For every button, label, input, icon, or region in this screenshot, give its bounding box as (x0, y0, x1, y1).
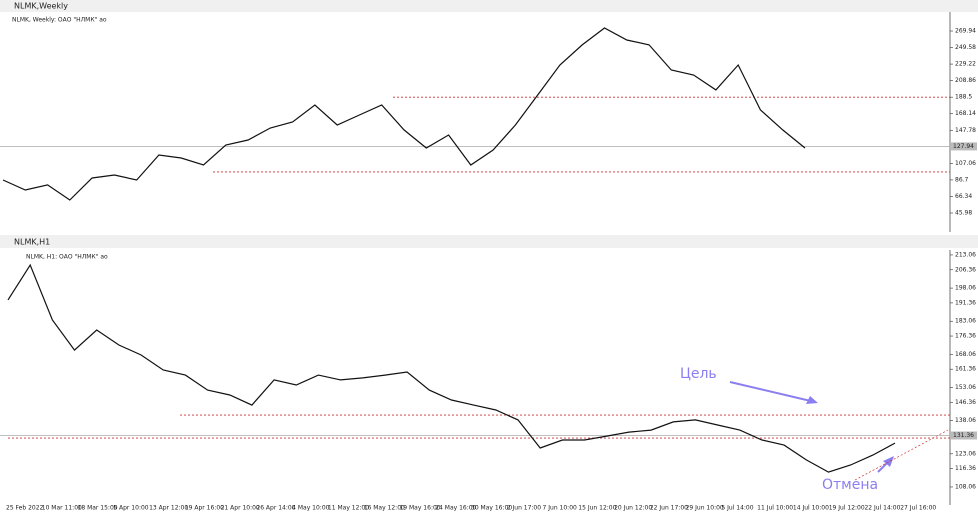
x-tick-label: 19 May 16:00 (399, 505, 440, 512)
x-tick-label: 21 Apr 10:00 (221, 505, 260, 512)
x-tick-label: 27 Jul 16:00 (900, 505, 936, 512)
annotation: Цель (680, 366, 717, 382)
y-tick-label: 183.06 (955, 318, 976, 325)
y-tick-label: 188.5 (955, 94, 972, 101)
arrow-head (883, 456, 894, 467)
y-tick-label: 213.06 (955, 251, 976, 258)
y-tick-label: 168.14 (955, 110, 976, 117)
x-tick-label: 24 May 16:00 (435, 505, 476, 512)
window-title: NLMK,Weekly (14, 2, 68, 11)
x-tick-label: 7 Jun 10:00 (543, 505, 577, 512)
x-tick-label: 26 Apr 14:00 (256, 505, 295, 512)
window-title: NLMK,H1 (14, 238, 50, 247)
y-tick-label: 147.78 (955, 127, 976, 134)
y-tick-label: 198.06 (955, 285, 976, 292)
current-price-label: 131.36 (953, 432, 974, 439)
x-tick-label: 16 May 12:00 (364, 505, 405, 512)
x-tick-label: 22 Jun 17:00 (650, 505, 688, 512)
y-tick-label: 116.36 (955, 465, 976, 472)
y-tick-label: 138.06 (955, 417, 976, 424)
x-tick-label: 4 May 10:00 (292, 505, 330, 512)
y-tick-label: 86.7 (955, 176, 969, 183)
arrow (729, 381, 816, 403)
x-tick-label: 11 May 12:00 (328, 505, 369, 512)
price-line (2, 27, 806, 201)
y-tick-label: 161.36 (955, 366, 976, 373)
current-price-box (951, 431, 977, 440)
x-tick-label: 30 May 16:00 (471, 505, 512, 512)
arrow-head (806, 396, 818, 404)
y-tick-label: 108.06 (955, 483, 976, 490)
y-tick-label: 229.22 (955, 61, 976, 68)
x-tick-label: 13 Apr 12:00 (149, 505, 188, 512)
x-tick-label: 25 Feb 2022 (6, 505, 44, 512)
y-tick-label: 66.34 (955, 193, 972, 200)
y-tick-label: 168.06 (955, 351, 976, 358)
y-tick-label: 146.36 (955, 399, 976, 406)
y-tick-label: 249.58 (955, 44, 976, 51)
x-tick-label: 22 Jul 14:00 (864, 505, 900, 512)
y-tick-label: 123.06 (955, 450, 976, 457)
y-tick-label: 153.06 (955, 384, 976, 391)
y-tick-label: 107.06 (955, 160, 976, 167)
x-tick-label: 5 Jul 14:00 (721, 505, 753, 512)
x-tick-label: 19 Jul 12:00 (829, 505, 865, 512)
chart-header: NLMK, Weekly: ОАО "НЛМК" ао (12, 17, 107, 24)
current-price-box (951, 142, 977, 151)
x-tick-label: 29 Jun 10:00 (686, 505, 724, 512)
x-tick-label: 18 Mar 15:00 (78, 505, 118, 512)
x-tick-label: 20 Jun 12:00 (614, 505, 652, 512)
chart-header: NLMK, H1: ОАО "НЛМК" ао (26, 254, 108, 261)
x-tick-label: 19 Apr 16:00 (185, 505, 224, 512)
x-tick-label: 14 Jul 10:00 (793, 505, 829, 512)
title-bar (0, 235, 978, 248)
y-tick-label: 176.36 (955, 333, 976, 340)
y-tick-label: 45.98 (955, 210, 972, 217)
x-tick-label: 10 Mar 11:00 (42, 505, 82, 512)
forecast-line (854, 429, 949, 481)
y-tick-label: 269.94 (955, 28, 976, 35)
title-bar (0, 0, 978, 12)
annotation: Отмена (822, 477, 878, 493)
y-tick-label: 208.86 (955, 77, 976, 84)
current-price-label: 127.94 (953, 143, 974, 150)
x-tick-label: 5 Apr 10:00 (113, 505, 148, 512)
x-tick-label: 11 Jul 10:00 (757, 505, 793, 512)
x-tick-label: 2 Jun 17:00 (507, 505, 541, 512)
y-tick-label: 206.36 (955, 266, 976, 273)
x-tick-label: 15 Jun 12:00 (578, 505, 616, 512)
price-line (7, 263, 896, 473)
y-tick-label: 191.36 (955, 299, 976, 306)
